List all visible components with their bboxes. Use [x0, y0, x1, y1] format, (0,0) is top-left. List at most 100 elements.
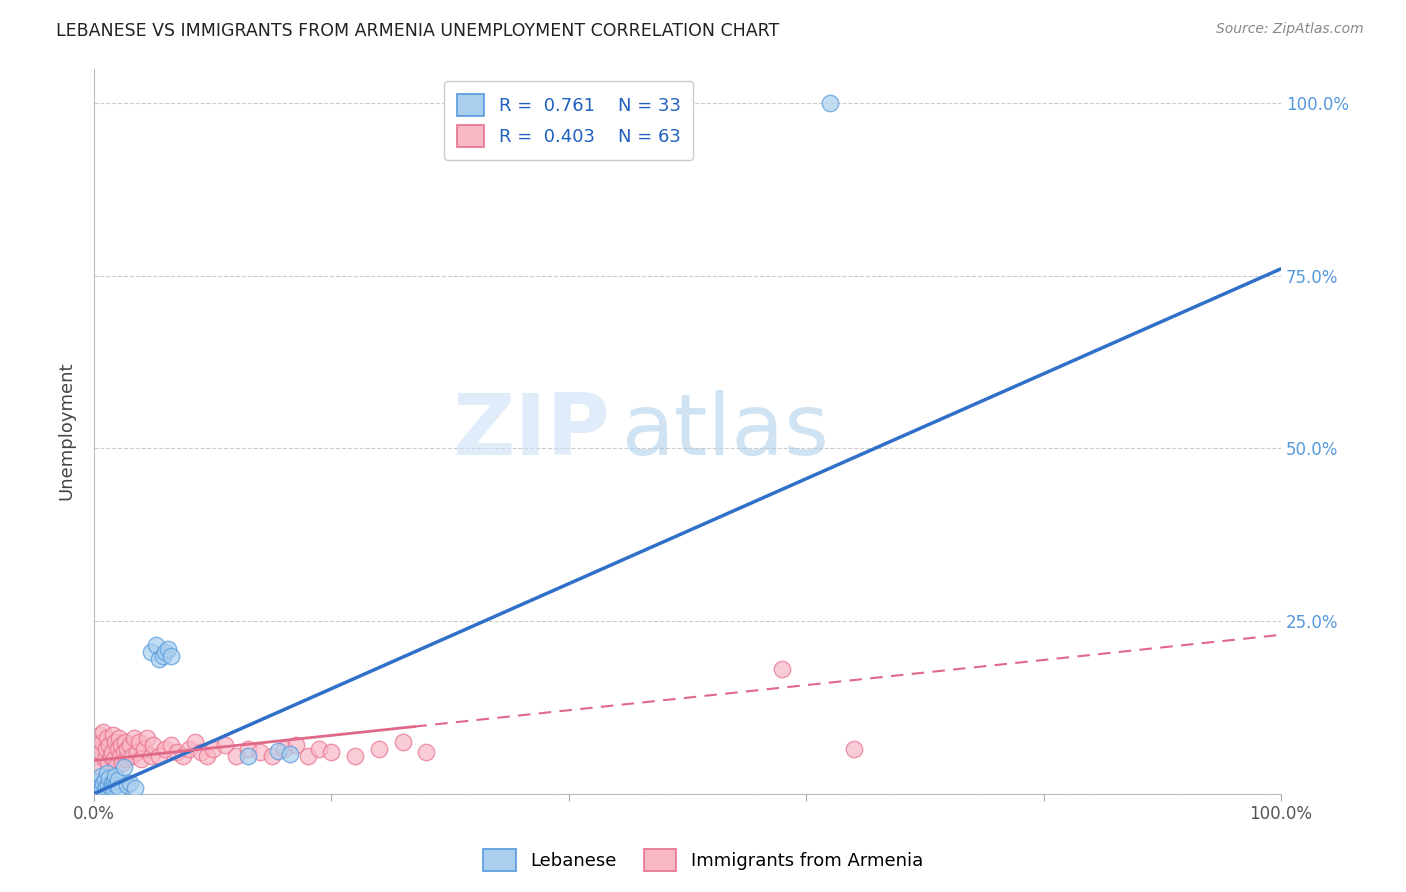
Point — [321, 745, 343, 759]
Point — [104, 735, 127, 749]
Point — [89, 774, 111, 789]
Point — [297, 748, 319, 763]
Point — [818, 96, 841, 111]
Point — [118, 739, 141, 753]
Point — [842, 741, 865, 756]
Point — [124, 731, 146, 746]
Point — [152, 648, 174, 663]
Point — [100, 748, 122, 763]
Text: atlas: atlas — [623, 390, 830, 473]
Point — [153, 645, 176, 659]
Point — [770, 662, 793, 676]
Point — [238, 741, 260, 756]
Point — [112, 745, 135, 759]
Point — [166, 745, 188, 759]
Point — [100, 745, 122, 759]
Point — [172, 748, 194, 763]
Point — [115, 752, 138, 766]
Point — [145, 638, 167, 652]
Point — [115, 741, 138, 756]
Point — [108, 748, 131, 763]
Point — [101, 728, 124, 742]
Point — [105, 759, 128, 773]
Point — [93, 724, 115, 739]
Point — [105, 778, 128, 792]
Point — [94, 741, 117, 756]
Text: Source: ZipAtlas.com: Source: ZipAtlas.com — [1216, 22, 1364, 37]
Point — [111, 756, 134, 770]
Point — [195, 748, 218, 763]
Point — [96, 731, 118, 746]
Point — [103, 774, 125, 789]
Point — [98, 772, 121, 786]
Point — [214, 739, 236, 753]
Point — [96, 766, 118, 780]
Point — [177, 741, 200, 756]
Point — [160, 648, 183, 663]
Y-axis label: Unemployment: Unemployment — [58, 362, 75, 500]
Point — [108, 781, 131, 796]
Point — [125, 745, 148, 759]
Point — [184, 735, 207, 749]
Point — [93, 776, 115, 790]
Point — [136, 731, 159, 746]
Point — [260, 748, 283, 763]
Point — [415, 745, 437, 759]
Point — [89, 728, 111, 742]
Point — [84, 748, 107, 763]
Legend: Lebanese, Immigrants from Armenia: Lebanese, Immigrants from Armenia — [477, 842, 929, 879]
Point — [278, 747, 301, 761]
Point — [100, 781, 122, 796]
Point — [344, 748, 367, 763]
Point — [201, 741, 224, 756]
Point — [87, 759, 110, 773]
Point — [148, 748, 170, 763]
Point — [91, 781, 114, 796]
Point — [118, 776, 141, 790]
Point — [98, 739, 121, 753]
Point — [153, 741, 176, 756]
Point — [156, 641, 179, 656]
Point — [148, 652, 170, 666]
Point — [86, 778, 108, 792]
Point — [121, 748, 143, 763]
Point — [90, 745, 112, 759]
Point — [124, 781, 146, 796]
Point — [94, 780, 117, 794]
Point — [97, 756, 120, 770]
Point — [160, 739, 183, 753]
Point — [112, 760, 135, 774]
Point — [139, 748, 162, 763]
Point — [104, 769, 127, 783]
Point — [391, 735, 413, 749]
Point — [273, 741, 295, 756]
Point — [267, 744, 290, 758]
Point — [97, 778, 120, 792]
Point — [86, 739, 108, 753]
Point — [249, 745, 271, 759]
Point — [128, 735, 150, 749]
Text: LEBANESE VS IMMIGRANTS FROM ARMENIA UNEMPLOYMENT CORRELATION CHART: LEBANESE VS IMMIGRANTS FROM ARMENIA UNEM… — [56, 22, 779, 40]
Point — [101, 780, 124, 794]
Point — [107, 741, 129, 756]
Point — [91, 735, 114, 749]
Point — [142, 739, 165, 753]
Point — [190, 745, 212, 759]
Point — [238, 748, 260, 763]
Point — [131, 752, 153, 766]
Point — [108, 731, 131, 746]
Point — [93, 752, 115, 766]
Point — [367, 741, 389, 756]
Point — [139, 645, 162, 659]
Point — [308, 741, 330, 756]
Point — [114, 735, 136, 749]
Point — [225, 748, 247, 763]
Point — [103, 752, 125, 766]
Point — [93, 772, 115, 787]
Text: ZIP: ZIP — [453, 390, 610, 473]
Legend: R =  0.761    N = 33, R =  0.403    N = 63: R = 0.761 N = 33, R = 0.403 N = 63 — [444, 81, 693, 160]
Point — [110, 739, 132, 753]
Point — [90, 769, 112, 783]
Point — [100, 776, 122, 790]
Point — [284, 739, 307, 753]
